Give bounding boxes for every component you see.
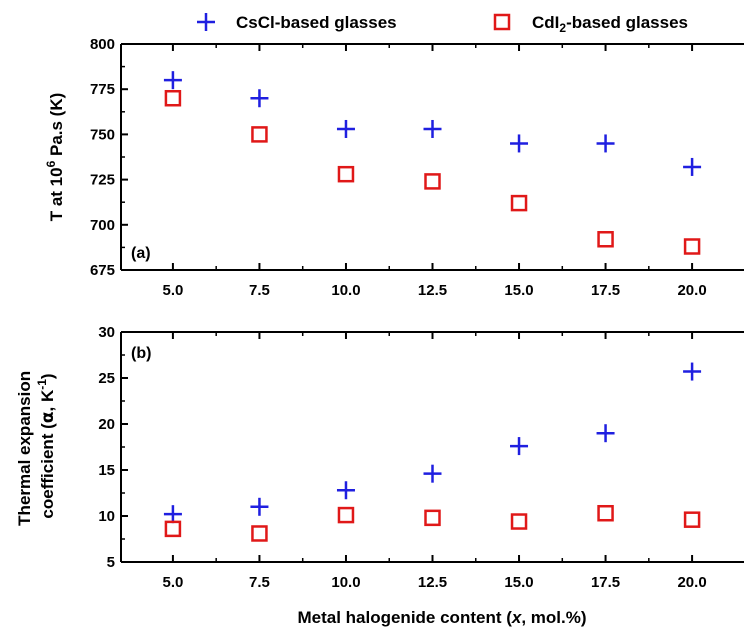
panel-a-ytick-label: 700: [90, 217, 115, 234]
panel-a-ylabel-suffix: Pa.s (K): [47, 93, 66, 161]
panel-a-label: (a): [131, 245, 151, 262]
panel-b-xtick-label: 17.5: [591, 574, 620, 591]
x-axis-title-var: x: [511, 608, 523, 627]
panel-a-ytick-label: 675: [90, 262, 115, 279]
panel-b-ylabel-prefix: coefficient (: [38, 423, 57, 519]
panel-b-point-cscl: [683, 362, 702, 381]
legend-label-cscl: CsCl-based glasses: [236, 13, 397, 32]
panel-a-point-cdi2: [337, 165, 355, 183]
panel-a-point-cdi2: [683, 238, 701, 255]
panel-b-ylabel-line2: coefficient (α, K-1): [35, 373, 58, 518]
panel-b-ytick-label: 10: [98, 508, 115, 525]
panel-b-point-cscl: [250, 497, 269, 516]
panel-b-xtick-label: 20.0: [677, 574, 706, 591]
panel-a-point-cdi2: [164, 89, 182, 107]
panel-b-xtick-label: 15.0: [504, 574, 533, 591]
panel-a-ytick-label: 725: [90, 172, 115, 189]
legend-label-cdi2-rest: -based glasses: [566, 13, 688, 32]
panel-b-axes: 5 10 15 20 25 30 5.0 7.5 10.0 12.5 15.0 17.5 20.0: [98, 324, 744, 591]
panel-b-point-cscl: [336, 481, 355, 500]
panel-b-ylabel-sup: -1: [35, 379, 49, 390]
panel-a-ytick-label: 775: [90, 81, 115, 98]
panel-b-ytick-label: 5: [107, 554, 115, 571]
panel-a-xtick-label: 12.5: [418, 282, 447, 299]
panel-a-axes: 675 700 725 750 775 800 5.0 7.5 10.0 12.5 15.0 17.5…: [90, 36, 744, 299]
legend-label-cdi2: CdI2-based glasses: [532, 13, 688, 35]
x-axis-title: Metal halogenide content (x, mol.%): [297, 608, 586, 627]
panel-a-point-cscl: [596, 134, 615, 153]
panel-a-xtick-label: 7.5: [249, 282, 270, 299]
legend-marker-cdi2: [493, 13, 511, 31]
panel-a-point-cdi2: [424, 173, 441, 190]
panel-a: 675 700 725 750 775 800 5.0 7.5 10.0 12.5 15.0 17.5…: [44, 36, 744, 299]
legend-label-cdi2-sub: 2: [559, 21, 566, 35]
panel-b-point-cdi2: [337, 506, 355, 524]
panel-b-ylabel-mid: , K: [38, 389, 57, 411]
panel-b-point-cdi2: [424, 509, 441, 527]
panel-a-xtick-label: 10.0: [331, 282, 360, 299]
panel-b-ytick-label: 15: [98, 462, 115, 479]
panel-b-point-cdi2: [597, 504, 614, 522]
panel-a-point-cdi2: [597, 231, 614, 248]
panel-a-marks: [163, 71, 702, 255]
panel-b-ytick-label: 20: [98, 416, 115, 433]
legend: CsCl-based glasses CdI2-based glasses: [197, 13, 688, 35]
panel-a-point-cdi2: [510, 194, 528, 212]
panel-b-xtick-label: 12.5: [418, 574, 447, 591]
panel-b-xtick-label: 10.0: [331, 574, 360, 591]
legend-label-cdi2-main: CdI: [532, 13, 559, 32]
panel-b-xtick-label: 7.5: [249, 574, 270, 591]
panel-b-point-cscl: [163, 505, 182, 524]
panel-a-point-cscl: [163, 71, 182, 90]
panel-a-ylabel-sup: 6: [44, 160, 58, 167]
panel-a-ytick-label: 750: [90, 126, 115, 143]
panel-a-xtick-label: 5.0: [162, 282, 183, 299]
panel-b-ylabel-line1: Thermal expansion: [15, 371, 34, 526]
panel-b-ytick-label: 30: [98, 324, 115, 341]
panel-b-ylabel-suffix: ): [38, 373, 57, 379]
panel-b-ytick-label: 25: [98, 370, 115, 387]
panel-a-xtick-label: 17.5: [591, 282, 620, 299]
panel-a-point-cscl: [683, 157, 702, 176]
panel-b-label: (b): [131, 345, 151, 362]
panel-b: 5 10 15 20 25 30 5.0 7.5 10.0 12.5 15.0 17.5 20.0 (b…: [15, 324, 744, 591]
panel-a-ylabel-prefix: T at 10: [47, 167, 66, 221]
x-axis-title-suffix: , mol.%): [521, 608, 586, 627]
panel-a-point-cscl: [250, 89, 269, 108]
panel-b-marks: [163, 362, 702, 542]
panel-b-ylabel: Thermal expansion coefficient (α, K-1): [15, 366, 58, 526]
panel-b-point-cscl: [423, 464, 442, 483]
legend-marker-cscl: [197, 13, 215, 31]
panel-b-xtick-label: 5.0: [162, 574, 183, 591]
panel-a-xtick-label: 20.0: [677, 282, 706, 299]
panel-a-point-cdi2: [251, 126, 268, 143]
panel-b-point-cscl: [596, 424, 615, 443]
panel-b-point-cdi2: [251, 525, 268, 542]
panel-b-point-cdi2: [510, 513, 528, 530]
panel-a-point-cscl: [510, 134, 529, 153]
panel-a-xtick-label: 15.0: [504, 282, 533, 299]
panel-b-ylabel-symbol: α: [38, 411, 58, 423]
panel-b-point-cscl: [510, 437, 529, 456]
panel-b-point-cdi2: [164, 520, 182, 538]
panel-a-point-cscl: [336, 119, 355, 138]
panel-a-ytick-label: 800: [90, 36, 115, 53]
x-axis-title-prefix: Metal halogenide content (: [297, 608, 512, 627]
panel-b-point-cdi2: [683, 511, 701, 528]
panel-a-ylabel: T at 106 Pa.s (K): [44, 93, 66, 222]
panel-a-point-cscl: [423, 119, 442, 138]
